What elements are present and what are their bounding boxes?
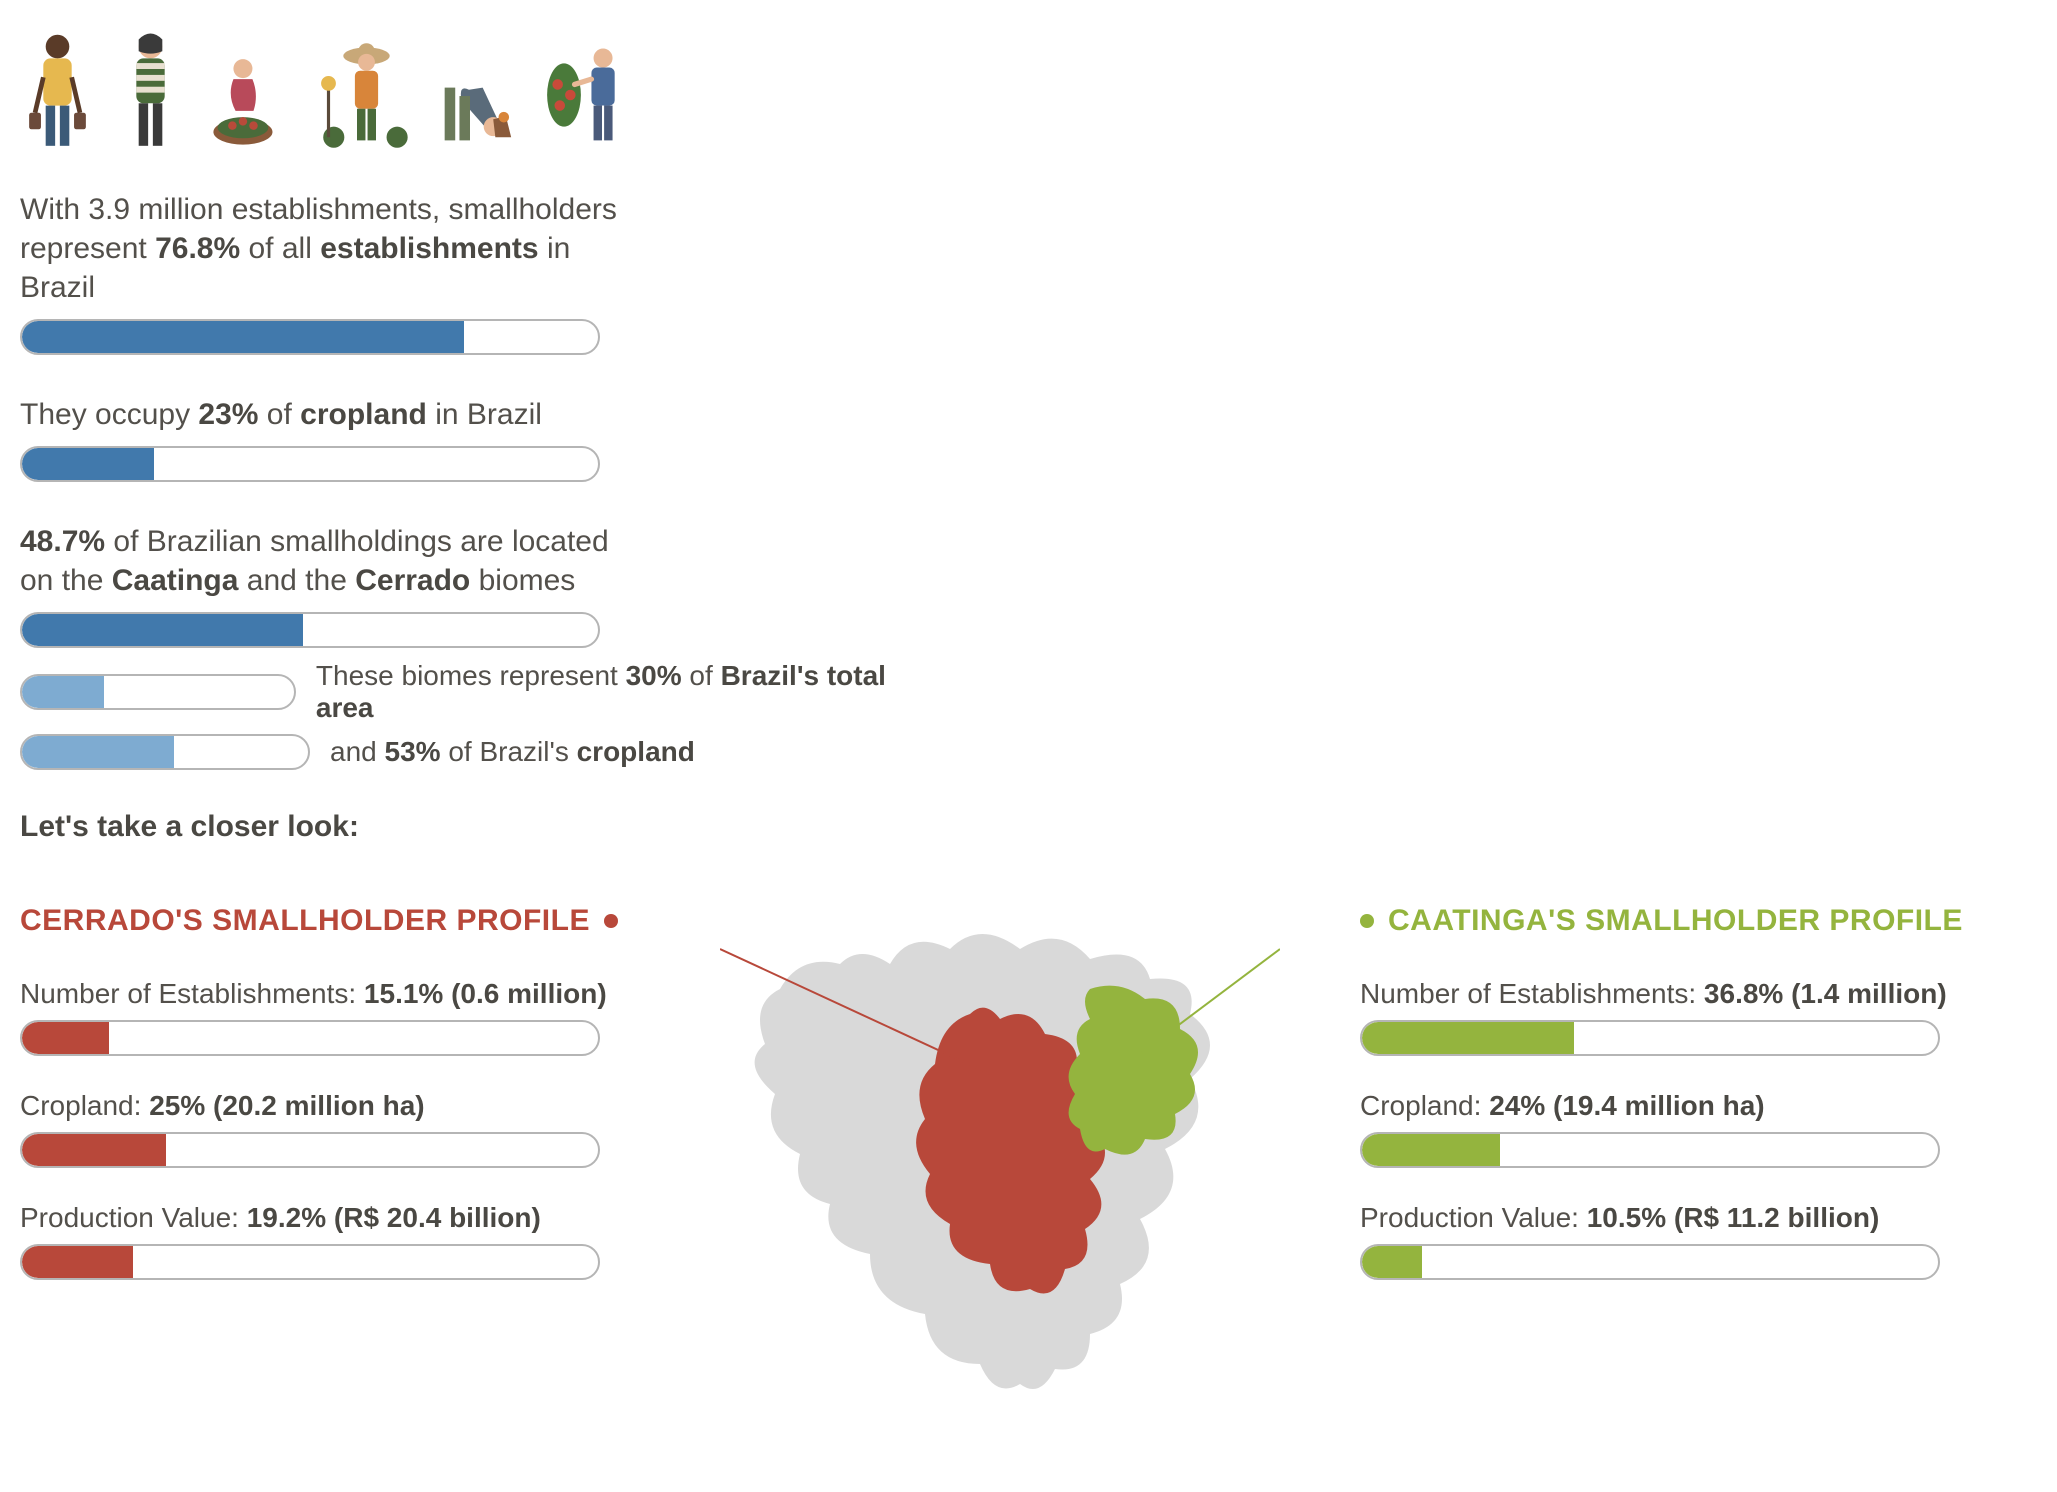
progress-bar — [20, 319, 600, 355]
farmer-figure — [20, 30, 95, 160]
stat-text: With 3.9 million establishments, smallho… — [20, 190, 640, 307]
farmer-figure — [113, 30, 188, 160]
dot-icon — [604, 914, 618, 928]
dot-icon — [1360, 914, 1374, 928]
bar-fill — [1362, 1134, 1500, 1166]
progress-bar — [20, 1244, 600, 1280]
bar-fill — [22, 1022, 109, 1054]
sub-text: These biomes represent 30% of Brazil's t… — [316, 660, 920, 724]
progress-bar — [20, 612, 600, 648]
farmer-figure — [206, 30, 301, 160]
bar-fill — [22, 614, 303, 646]
sub-bar-row: and 53% of Brazil's cropland — [20, 734, 920, 770]
caatinga-profile: CAATINGA'S SMALLHOLDER PROFILE Number of… — [1360, 894, 1980, 1314]
caatinga-production: Production Value: 10.5% (R$ 11.2 billion… — [1360, 1202, 1980, 1280]
stat-biomes: 48.7% of Brazilian smallholdings are loc… — [20, 522, 920, 770]
farmer-illustrations — [20, 20, 2037, 160]
progress-bar — [20, 1020, 600, 1056]
farmer-figure — [319, 30, 414, 160]
cerrado-establishments: Number of Establishments: 15.1% (0.6 mil… — [20, 978, 640, 1056]
progress-bar — [1360, 1244, 1940, 1280]
stat-cropland: They occupy 23% of cropland in Brazil — [20, 395, 640, 482]
stat-text: They occupy 23% of cropland in Brazil — [20, 395, 640, 434]
bar-fill — [1362, 1022, 1574, 1054]
cerrado-profile: CERRADO'S SMALLHOLDER PROFILE Number of … — [20, 894, 640, 1314]
cerrado-title: CERRADO'S SMALLHOLDER PROFILE — [20, 904, 640, 938]
progress-bar — [1360, 1132, 1940, 1168]
stat-establishments: With 3.9 million establishments, smallho… — [20, 190, 640, 355]
bar-fill — [1362, 1246, 1422, 1278]
bar-fill — [22, 448, 154, 480]
map-svg — [720, 894, 1280, 1414]
progress-bar — [1360, 1020, 1940, 1056]
brazil-map — [640, 894, 1360, 1414]
caatinga-cropland: Cropland: 24% (19.4 million ha) — [1360, 1090, 1980, 1168]
closer-look-heading: Let's take a closer look: — [20, 810, 2037, 844]
bar-fill — [22, 321, 464, 353]
bar-fill — [22, 1134, 166, 1166]
progress-bar — [20, 734, 310, 770]
stat-text: 48.7% of Brazilian smallholdings are loc… — [20, 522, 920, 600]
progress-bar — [20, 674, 296, 710]
bar-fill — [22, 676, 104, 708]
profiles-section: CERRADO'S SMALLHOLDER PROFILE Number of … — [20, 894, 1980, 1414]
bar-fill — [22, 736, 174, 768]
sub-bar-row: These biomes represent 30% of Brazil's t… — [20, 660, 920, 724]
caatinga-title: CAATINGA'S SMALLHOLDER PROFILE — [1360, 904, 1980, 938]
sub-text: and 53% of Brazil's cropland — [330, 736, 695, 768]
farmer-figure — [432, 30, 527, 160]
farmer-figure — [545, 30, 640, 160]
cerrado-cropland: Cropland: 25% (20.2 million ha) — [20, 1090, 640, 1168]
bar-fill — [22, 1246, 133, 1278]
progress-bar — [20, 1132, 600, 1168]
caatinga-establishments: Number of Establishments: 36.8% (1.4 mil… — [1360, 978, 1980, 1056]
cerrado-production: Production Value: 19.2% (R$ 20.4 billion… — [20, 1202, 640, 1280]
progress-bar — [20, 446, 600, 482]
